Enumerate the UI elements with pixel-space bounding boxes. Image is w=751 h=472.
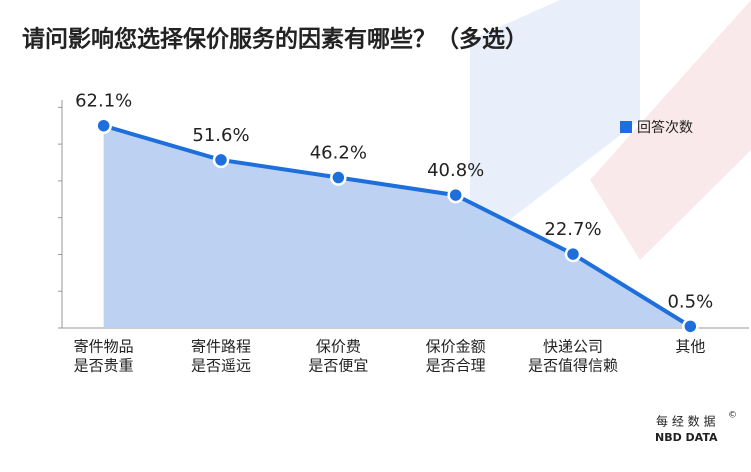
x-tick-label: 是否贵重 bbox=[74, 357, 134, 375]
x-tick-label: 寄件路程 bbox=[191, 338, 251, 356]
legend-swatch bbox=[620, 121, 632, 133]
x-tick-label: 寄件物品 bbox=[74, 338, 134, 356]
point bbox=[330, 169, 347, 186]
data-label: 40.8% bbox=[427, 160, 484, 181]
point bbox=[212, 151, 230, 169]
point bbox=[564, 245, 582, 263]
watermark-en: NBD DATA bbox=[655, 431, 718, 444]
x-tick-label: 快递公司 bbox=[543, 338, 603, 356]
x-tick-label: 是否遥远 bbox=[191, 357, 251, 375]
decoration bbox=[470, 0, 640, 250]
data-label: 22.7% bbox=[544, 219, 601, 240]
point bbox=[95, 117, 112, 134]
x-tick-label: 其他 bbox=[675, 338, 705, 356]
x-tick-label: 保价费 bbox=[316, 338, 361, 356]
area bbox=[103, 125, 691, 328]
x-tick-label: 保价金额 bbox=[426, 338, 486, 356]
data-label: 62.1% bbox=[75, 91, 132, 112]
data-label: 0.5% bbox=[667, 291, 713, 312]
point bbox=[447, 186, 464, 204]
decoration bbox=[590, 0, 751, 260]
x-tick-label: 是否值得信赖 bbox=[528, 357, 618, 375]
watermark-mark: © bbox=[728, 411, 737, 421]
data-label: 46.2% bbox=[310, 143, 367, 164]
data-label: 51.6% bbox=[192, 125, 249, 146]
x-tick-label: 是否便宜 bbox=[308, 357, 368, 375]
point bbox=[682, 318, 699, 335]
line bbox=[103, 123, 692, 329]
watermark-cn: 每 经 数 据 bbox=[656, 414, 715, 429]
x-tick-label: 是否合理 bbox=[426, 357, 486, 375]
chart-title: 请问影响您选择保价服务的因素有哪些？（多选） bbox=[22, 26, 528, 53]
legend-label: 回答次数 bbox=[637, 119, 693, 136]
